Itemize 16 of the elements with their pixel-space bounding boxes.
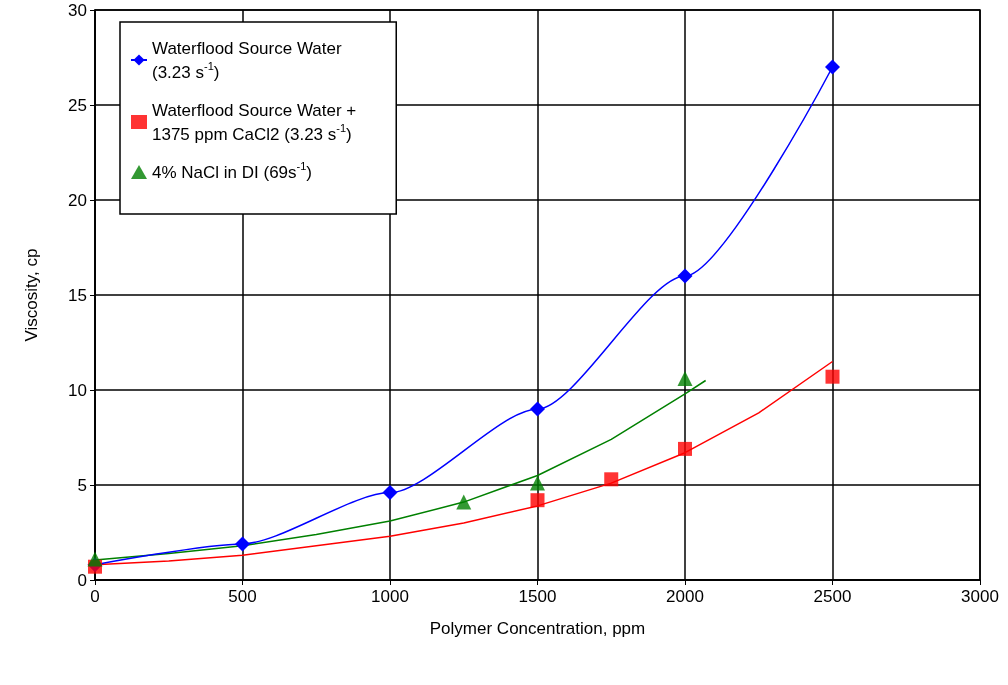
x-axis-title: Polymer Concentration, ppm bbox=[429, 619, 646, 638]
y-tick-label: 0 bbox=[77, 570, 87, 590]
x-tick-label: 2000 bbox=[666, 587, 704, 606]
y-tick-label: 5 bbox=[77, 475, 87, 495]
y-tick-label: 30 bbox=[68, 0, 87, 20]
y-tick-label: 25 bbox=[68, 95, 87, 115]
y-tick-label: 10 bbox=[68, 380, 87, 400]
x-tick-label: 2500 bbox=[813, 587, 852, 606]
x-tick-label: 1500 bbox=[518, 587, 557, 606]
y-axis-title: Viscosity, cp bbox=[22, 248, 41, 342]
y-tick-label: 20 bbox=[68, 190, 87, 210]
x-tick-label: 3000 bbox=[961, 587, 999, 606]
x-tick-label: 1000 bbox=[371, 587, 409, 606]
x-tick-label: 500 bbox=[228, 587, 257, 606]
y-tick-label: 15 bbox=[68, 285, 87, 305]
x-tick-label: 0 bbox=[90, 587, 100, 606]
